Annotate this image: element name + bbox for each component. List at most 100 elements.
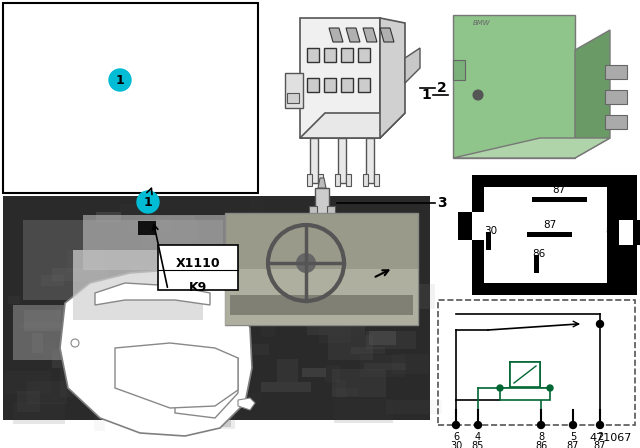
Bar — [27, 381, 67, 404]
Bar — [17, 391, 40, 412]
Bar — [315, 188, 329, 223]
Bar — [358, 48, 370, 62]
Text: 30: 30 — [484, 226, 497, 236]
Text: 1: 1 — [143, 195, 152, 208]
Circle shape — [547, 385, 553, 391]
Text: 85: 85 — [605, 226, 618, 236]
Text: 6: 6 — [453, 432, 459, 442]
Circle shape — [71, 339, 79, 347]
Bar — [336, 380, 346, 398]
Circle shape — [473, 90, 483, 100]
Text: 3: 3 — [437, 196, 447, 210]
Text: 87: 87 — [552, 185, 566, 195]
Bar — [52, 268, 109, 281]
Bar — [255, 218, 269, 240]
Bar — [213, 265, 263, 277]
Bar — [250, 198, 265, 220]
Bar — [341, 78, 353, 92]
Text: X1110: X1110 — [176, 257, 220, 270]
Bar — [13, 402, 65, 424]
Bar — [83, 215, 233, 270]
Bar — [358, 78, 370, 92]
Bar — [260, 383, 311, 392]
Text: 87: 87 — [567, 441, 579, 448]
Bar — [302, 368, 326, 377]
Bar — [225, 213, 418, 325]
Polygon shape — [95, 283, 210, 305]
Bar — [363, 174, 368, 186]
Bar — [346, 174, 351, 186]
Bar — [54, 308, 103, 318]
Bar — [406, 284, 435, 309]
Bar — [177, 403, 236, 429]
Bar — [182, 386, 211, 394]
Bar — [23, 220, 223, 300]
Text: 5: 5 — [570, 432, 576, 442]
Bar — [307, 174, 312, 186]
Polygon shape — [329, 28, 343, 42]
Bar — [394, 390, 414, 396]
Bar — [472, 175, 637, 295]
Bar — [341, 48, 353, 62]
Bar — [291, 213, 305, 243]
Bar — [307, 48, 319, 62]
Text: 2: 2 — [437, 81, 447, 95]
Bar — [332, 388, 358, 396]
Text: 86: 86 — [535, 441, 547, 448]
Bar — [364, 363, 406, 370]
Bar — [366, 138, 374, 183]
Bar — [324, 78, 336, 92]
Bar — [136, 356, 178, 382]
Bar — [8, 296, 20, 304]
Bar — [605, 115, 627, 129]
Bar — [458, 212, 476, 240]
Bar — [366, 331, 416, 349]
Circle shape — [109, 69, 131, 91]
Bar — [324, 48, 336, 62]
Text: 2: 2 — [597, 432, 603, 442]
Circle shape — [497, 385, 503, 391]
Bar — [73, 250, 203, 320]
Bar — [372, 247, 390, 264]
Bar — [149, 221, 202, 241]
Circle shape — [296, 253, 316, 273]
Polygon shape — [453, 138, 610, 158]
Bar — [287, 93, 299, 103]
Bar — [129, 266, 176, 287]
Bar — [332, 369, 386, 397]
Polygon shape — [346, 28, 360, 42]
Polygon shape — [318, 178, 326, 188]
Text: 86: 86 — [532, 249, 545, 259]
Bar — [227, 344, 269, 355]
Bar — [605, 65, 627, 79]
Bar — [3, 3, 258, 193]
Bar — [510, 362, 540, 387]
Polygon shape — [575, 30, 610, 158]
Circle shape — [474, 422, 481, 428]
Bar — [74, 289, 104, 309]
Bar — [349, 264, 368, 283]
Bar — [318, 174, 323, 186]
Bar — [534, 255, 539, 273]
Circle shape — [452, 422, 460, 428]
Polygon shape — [380, 28, 394, 42]
Bar — [42, 342, 55, 355]
Bar — [619, 220, 640, 245]
Bar — [453, 15, 575, 158]
Bar — [156, 330, 191, 356]
Circle shape — [570, 422, 577, 428]
Bar — [307, 321, 365, 335]
Bar — [300, 18, 380, 138]
Text: 1: 1 — [116, 73, 124, 86]
Bar — [24, 310, 61, 331]
Bar — [438, 300, 635, 425]
Circle shape — [137, 191, 159, 213]
Bar — [216, 288, 227, 295]
Text: 4: 4 — [475, 432, 481, 442]
Bar — [386, 400, 442, 414]
Text: 8: 8 — [538, 432, 544, 442]
Bar — [325, 365, 340, 382]
Bar — [285, 73, 303, 108]
Bar — [371, 215, 397, 244]
Bar — [328, 335, 373, 360]
